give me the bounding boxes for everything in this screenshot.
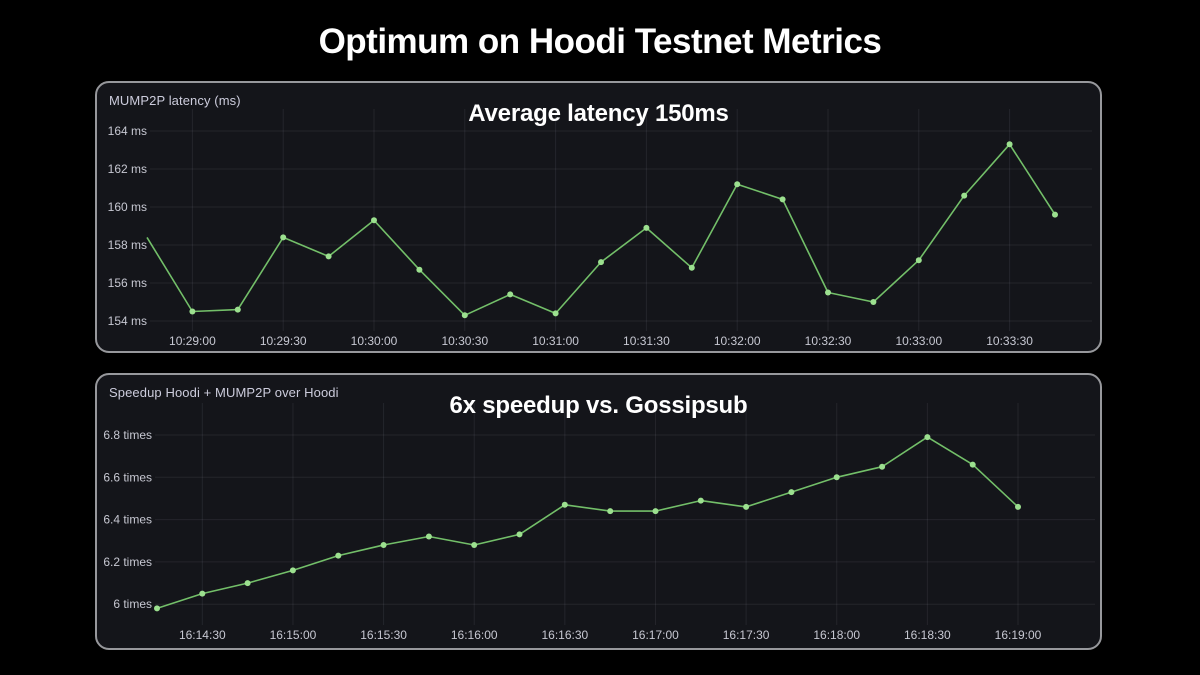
- x-axis-tick-label: 10:30:00: [351, 334, 398, 348]
- x-axis-tick-label: 16:19:00: [995, 628, 1042, 642]
- x-axis-tick-label: 16:16:30: [541, 628, 588, 642]
- data-point-marker: [607, 508, 614, 515]
- latency-annotation: Average latency 150ms: [468, 100, 729, 127]
- data-point-marker: [561, 501, 568, 508]
- y-axis-tick-label: 160 ms: [108, 200, 147, 214]
- data-point-marker: [734, 181, 741, 188]
- data-point-marker: [154, 605, 160, 612]
- data-point-marker: [743, 503, 750, 510]
- y-axis-tick-label: 6.2 times: [103, 555, 152, 569]
- y-axis-tick-label: 154 ms: [108, 314, 147, 328]
- y-axis-tick-label: 162 ms: [108, 162, 147, 176]
- y-axis-tick-label: 6.4 times: [103, 513, 152, 527]
- data-point-marker: [915, 257, 922, 264]
- data-point-marker: [280, 234, 287, 241]
- data-point-marker: [879, 463, 886, 470]
- x-axis-tick-label: 10:32:00: [714, 334, 761, 348]
- y-axis-tick-label: 164 ms: [108, 124, 147, 138]
- x-axis-tick-label: 16:18:00: [813, 628, 860, 642]
- data-point-marker: [416, 266, 423, 273]
- y-axis-tick-label: 158 ms: [108, 238, 147, 252]
- x-axis-tick-label: 16:17:00: [632, 628, 679, 642]
- x-axis-tick-label: 10:33:30: [986, 334, 1033, 348]
- data-point-marker: [961, 192, 968, 199]
- x-axis-tick-label: 10:29:30: [260, 334, 307, 348]
- data-point-marker: [833, 474, 840, 481]
- data-point-marker: [461, 312, 468, 319]
- speedup-panel-title: Speedup Hoodi + MUMP2P over Hoodi: [109, 385, 339, 400]
- data-point-marker: [788, 489, 795, 496]
- data-point-marker: [244, 580, 251, 587]
- data-point-marker: [289, 567, 296, 574]
- data-point-marker: [688, 264, 695, 271]
- x-axis-tick-label: 10:32:30: [805, 334, 852, 348]
- data-point-marker: [598, 259, 604, 266]
- x-axis-tick-label: 10:30:30: [441, 334, 488, 348]
- speedup-panel: 6.8 times 6.6 times 6.4 times 6.2 times 6 ti…: [95, 373, 1102, 650]
- data-point-marker: [380, 542, 387, 548]
- data-point-marker: [697, 497, 704, 504]
- data-point-marker: [199, 590, 206, 597]
- data-point-marker: [643, 224, 650, 231]
- x-axis-tick-label: 16:18:30: [904, 628, 951, 642]
- data-point-marker: [1006, 141, 1013, 148]
- y-axis-tick-label: 6.6 times: [103, 470, 152, 484]
- data-point-marker: [516, 531, 523, 538]
- page-title: Optimum on Hoodi Testnet Metrics: [318, 22, 882, 61]
- data-point-marker: [335, 552, 342, 559]
- data-point-marker: [507, 291, 514, 298]
- x-axis-tick-label: 16:17:30: [723, 628, 770, 642]
- data-point-marker: [870, 299, 877, 305]
- speedup-chart: 6.8 times 6.6 times 6.4 times 6.2 times 6 ti…: [103, 403, 1095, 642]
- series-line: [156, 436, 1019, 610]
- data-point-marker: [425, 533, 432, 540]
- x-axis-tick-label: 10:33:00: [895, 334, 942, 348]
- x-axis-tick-label: 10:31:30: [623, 334, 670, 348]
- data-point-marker: [1015, 503, 1021, 510]
- data-point-marker: [371, 217, 377, 224]
- x-axis-tick-label: 10:31:00: [532, 334, 579, 348]
- data-point-marker: [825, 289, 831, 296]
- data-point-marker: [189, 308, 196, 315]
- speedup-annotation: 6x speedup vs. Gossipsub: [449, 392, 748, 419]
- data-point-marker: [234, 306, 241, 313]
- data-point-marker: [652, 508, 659, 515]
- data-point-marker: [552, 310, 559, 317]
- data-point-marker: [779, 196, 786, 203]
- data-point-marker: [325, 253, 332, 260]
- x-axis-tick-label: 16:15:30: [360, 628, 407, 642]
- data-point-marker: [1052, 211, 1058, 218]
- x-axis-tick-label: 16:15:00: [270, 628, 317, 642]
- x-axis-tick-label: 16:14:30: [179, 628, 226, 642]
- y-axis-tick-label: 156 ms: [108, 276, 147, 290]
- data-point-marker: [969, 461, 976, 468]
- latency-panel-title: MUMP2P latency (ms): [109, 93, 241, 108]
- latency-chart: 164 ms 162 ms 160 ms 158 ms 156 ms 154 ms 10:2…: [108, 109, 1092, 348]
- latency-panel: 164 ms 162 ms 160 ms 158 ms 156 ms 154 ms 10:2…: [95, 81, 1102, 353]
- x-axis-tick-label: 16:16:00: [451, 628, 498, 642]
- y-axis-tick-label: 6 times: [113, 597, 152, 611]
- data-point-marker: [924, 434, 931, 441]
- data-point-marker: [471, 542, 478, 548]
- y-axis-tick-label: 6.8 times: [103, 428, 152, 442]
- x-axis-tick-label: 10:29:00: [169, 334, 216, 348]
